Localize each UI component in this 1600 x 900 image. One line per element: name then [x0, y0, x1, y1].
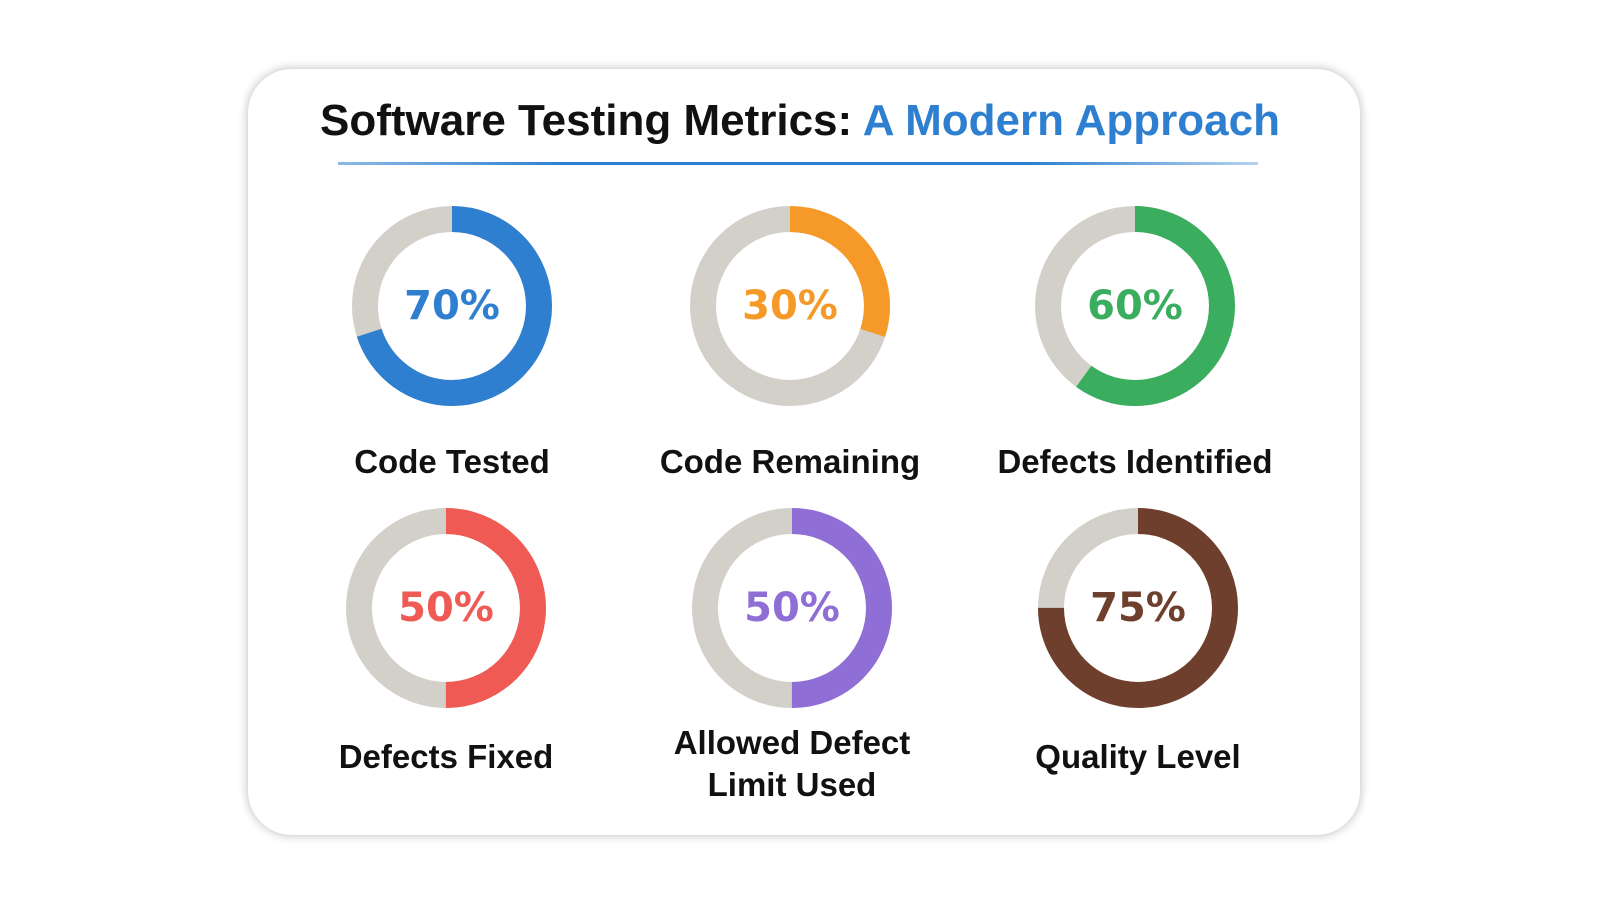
donut-value-arc [692, 508, 892, 708]
donut-gauge: 75% [1038, 508, 1238, 708]
page-title: Software Testing Metrics: A Modern Appro… [0, 93, 1600, 149]
donut-category-label: Quality Level [1035, 738, 1241, 775]
donut-value-label: 30% [742, 283, 838, 329]
donut-svg [1038, 508, 1238, 708]
donut-gauge: 50% [346, 508, 546, 708]
donut-value-arc [346, 508, 546, 708]
donut-value-label: 70% [404, 283, 500, 329]
donut-svg [690, 206, 890, 406]
title-main: Software Testing Metrics: [320, 96, 853, 145]
donut-value-arc [1035, 206, 1235, 406]
donut-svg [346, 508, 546, 708]
donut-category-label: Defects Fixed [338, 738, 554, 775]
donut-value-arc [690, 206, 890, 406]
donut-category-label: Defects Identified [997, 443, 1273, 480]
donut-value-label: 60% [1087, 283, 1183, 329]
metrics-card [248, 69, 1360, 835]
donut-value-label: 50% [398, 585, 494, 631]
donut-gauge: 30% [690, 206, 890, 406]
donut-svg [1035, 206, 1235, 406]
donut-value-label: 75% [1090, 585, 1186, 631]
donut-svg [352, 206, 552, 406]
donut-category-label: Code Tested [354, 443, 550, 480]
donut-value-arc [1038, 508, 1238, 708]
donut-value-label: 50% [744, 585, 840, 631]
donut-gauge: 60% [1035, 206, 1235, 406]
title-accent: A Modern Approach [862, 96, 1280, 145]
donut-svg [692, 508, 892, 708]
donut-gauge: 70% [352, 206, 552, 406]
donut-category-label: Code Remaining [659, 443, 921, 480]
title-underline [338, 162, 1258, 165]
donut-value-arc [352, 206, 552, 406]
donut-category-label: Allowed Defect Limit Used [673, 724, 911, 803]
donut-gauge: 50% [692, 508, 892, 708]
